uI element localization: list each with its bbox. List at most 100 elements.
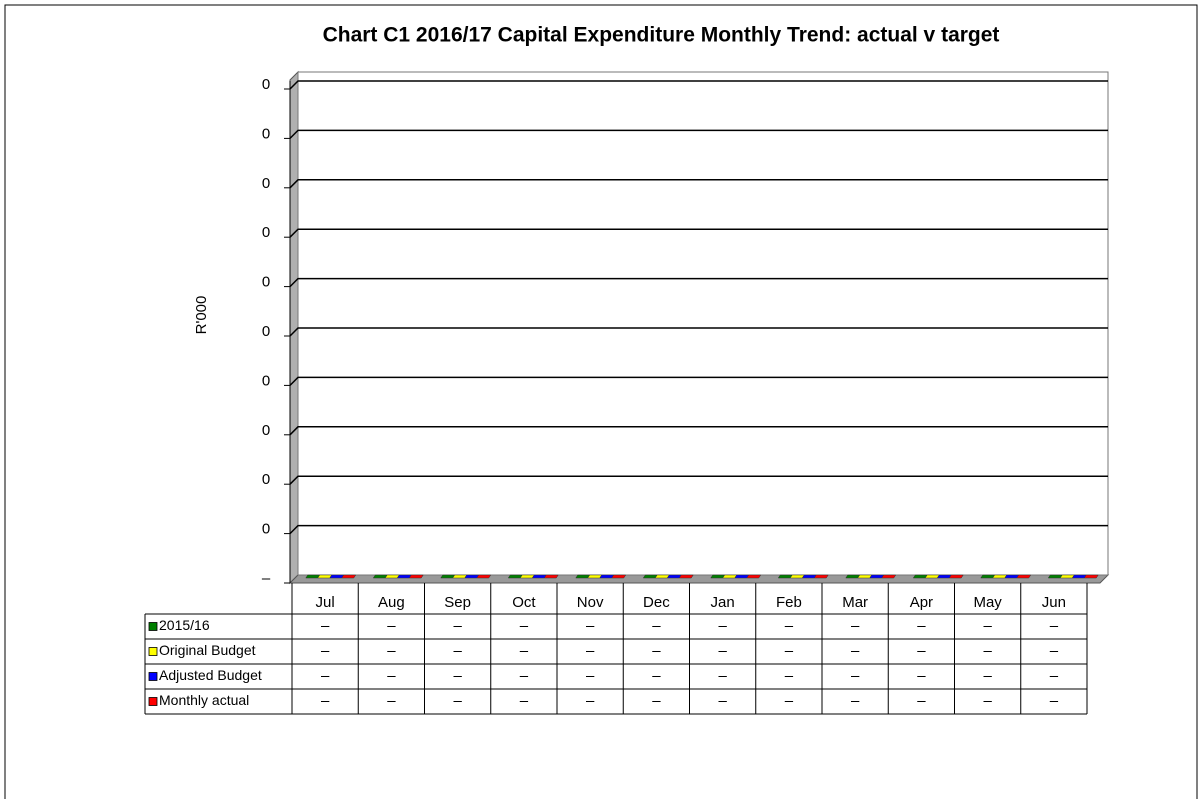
x-tick-label: Mar [842,594,868,611]
table-value: – [917,667,926,684]
bar-top [813,574,829,579]
table-value: – [785,667,794,684]
y-tick-label: 0 [262,521,270,538]
table-value: – [586,667,595,684]
bar-top [452,574,468,579]
table-value: – [387,617,396,634]
y-tick-label: – [262,570,271,587]
table-value: – [851,667,860,684]
legend-swatch [148,697,158,706]
x-tick-label: Sep [444,594,471,611]
bar-top [777,574,793,579]
table-value: – [586,692,595,709]
table-value: – [851,692,860,709]
bar-top [305,574,321,579]
table-value: – [983,667,992,684]
table-value: – [520,667,529,684]
legend-label: Adjusted Budget [159,667,262,683]
table-value: – [1050,692,1059,709]
x-tick-label: Jul [316,594,335,611]
x-tick-label: May [973,594,1002,611]
table-value: – [453,667,462,684]
grid-line [289,80,1108,90]
table-value: – [453,617,462,634]
y-tick-label: 0 [262,422,270,439]
table-value: – [321,617,330,634]
x-tick-label: Jan [711,594,735,611]
y-tick-label: 0 [262,372,270,389]
y-tick-label: 0 [262,224,270,241]
bar-top [1004,574,1020,579]
bar-top [924,574,940,579]
bar-top [845,574,861,579]
bar-top [789,574,805,579]
bar-top [1059,574,1075,579]
table-value: – [851,642,860,659]
bar-top [992,574,1008,579]
legend-label: Monthly actual [159,692,249,708]
grid-line [289,129,1108,139]
table-value: – [453,642,462,659]
bar-top [734,574,750,579]
bar-top [678,574,694,579]
bar-top [575,574,591,579]
table-value: – [1050,667,1059,684]
table-value: – [718,692,727,709]
y-tick-label: 0 [262,175,270,192]
table-value: – [718,642,727,659]
table-value: – [652,642,661,659]
table-value: – [851,617,860,634]
legend-swatch [148,647,158,656]
grid-line [289,376,1108,386]
table-value: – [983,642,992,659]
table-value: – [1050,642,1059,659]
grid-line [289,475,1108,485]
bar-top [1071,574,1087,579]
grid-line [289,524,1108,535]
table-value: – [586,642,595,659]
table-value: – [1050,617,1059,634]
table-value: – [387,667,396,684]
legend-swatch [148,672,158,681]
grid-line [289,327,1108,337]
y-tick-label: 0 [262,471,270,488]
bar-top [543,574,559,579]
table-value: – [520,692,529,709]
table-value: – [652,692,661,709]
y-axis-label: R'000 [193,296,210,335]
bar-top [869,574,885,579]
grid-line [289,426,1108,436]
bar-top [531,574,547,579]
bar-top [476,574,492,579]
bar-top [329,574,345,579]
table-value: – [785,642,794,659]
legend-swatch [148,622,158,631]
bar-top [948,574,964,579]
table-value: – [321,667,330,684]
x-tick-label: Dec [643,594,670,611]
bar-top [341,574,357,579]
table-value: – [718,667,727,684]
table-value: – [652,617,661,634]
table-value: – [983,617,992,634]
y-tick-label: 0 [262,323,270,340]
legend-label: Original Budget [159,642,256,658]
bar-top [519,574,535,579]
bar-top [722,574,738,579]
table-value: – [387,642,396,659]
bar-top [464,574,480,579]
table-value: – [586,617,595,634]
bar-top [746,574,762,579]
table-value: – [453,692,462,709]
bar-top [587,574,603,579]
table-value: – [520,642,529,659]
table-value: – [321,692,330,709]
bar-top [857,574,873,579]
x-tick-label: Aug [378,594,405,611]
table-value: – [917,617,926,634]
bar-top [440,574,456,579]
x-tick-label: Nov [577,594,604,611]
bar-top [507,574,523,579]
back-wall [297,71,1109,576]
